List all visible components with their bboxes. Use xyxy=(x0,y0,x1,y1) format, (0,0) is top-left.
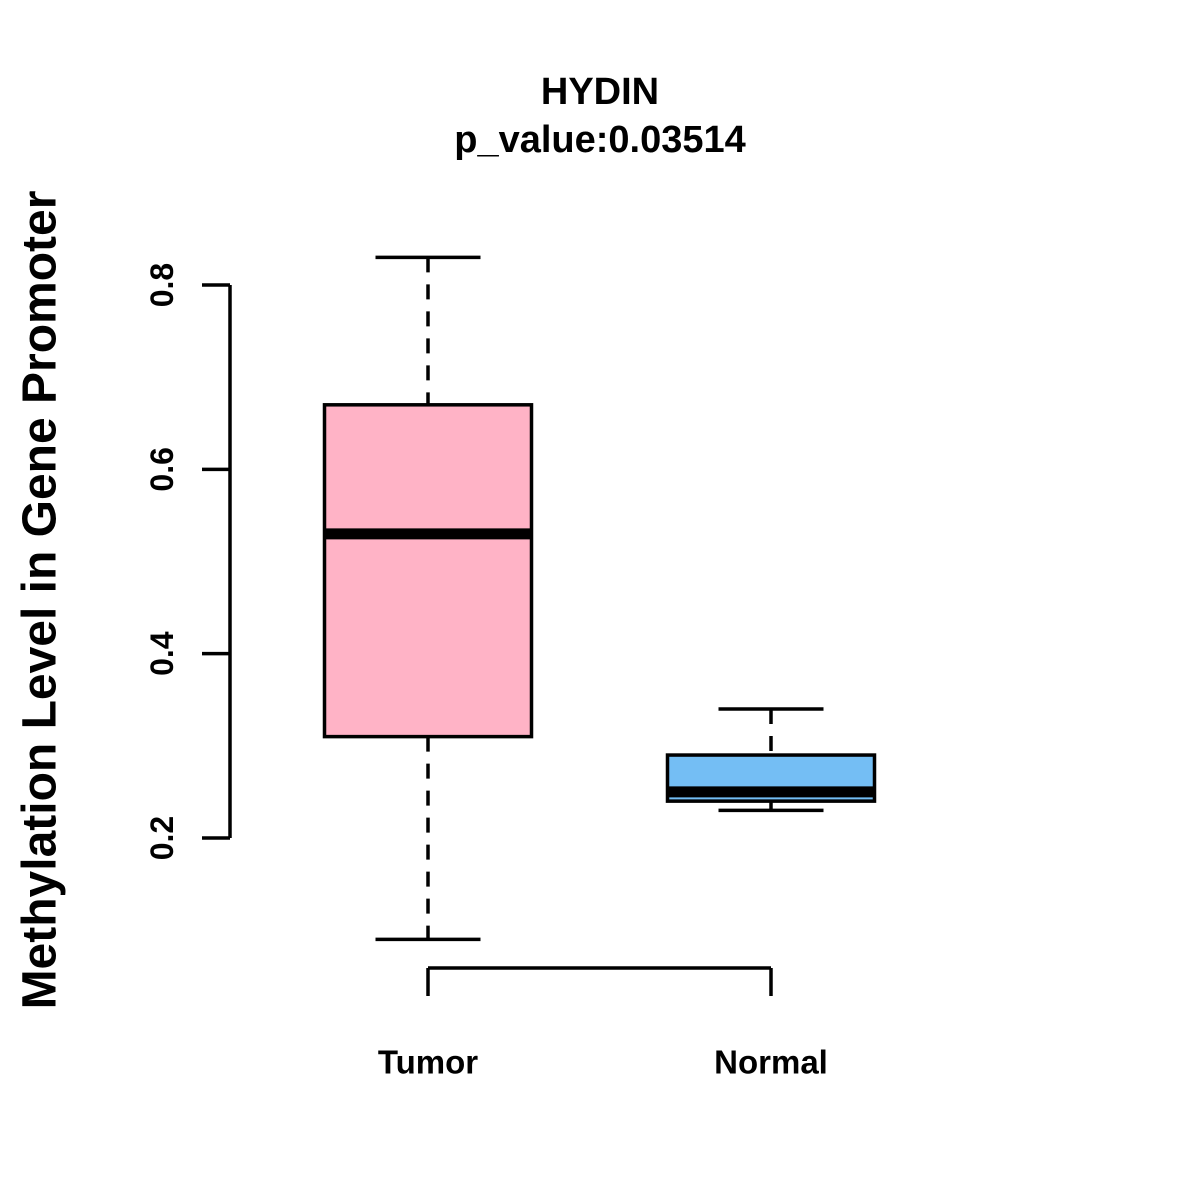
y-tick-label: 0.6 xyxy=(144,447,180,491)
category-label-normal: Normal xyxy=(714,1044,828,1081)
tumor-box xyxy=(322,403,534,739)
chart-title: HYDIN xyxy=(540,71,660,113)
y-tick-label: 0.2 xyxy=(144,816,180,860)
category-label-tumor: Tumor xyxy=(378,1044,478,1081)
y-tick-label: 0.8 xyxy=(144,263,180,307)
y-tick-label: 0.4 xyxy=(144,631,180,676)
chart-subtitle-pvalue: p_value:0.03514 xyxy=(454,119,746,161)
